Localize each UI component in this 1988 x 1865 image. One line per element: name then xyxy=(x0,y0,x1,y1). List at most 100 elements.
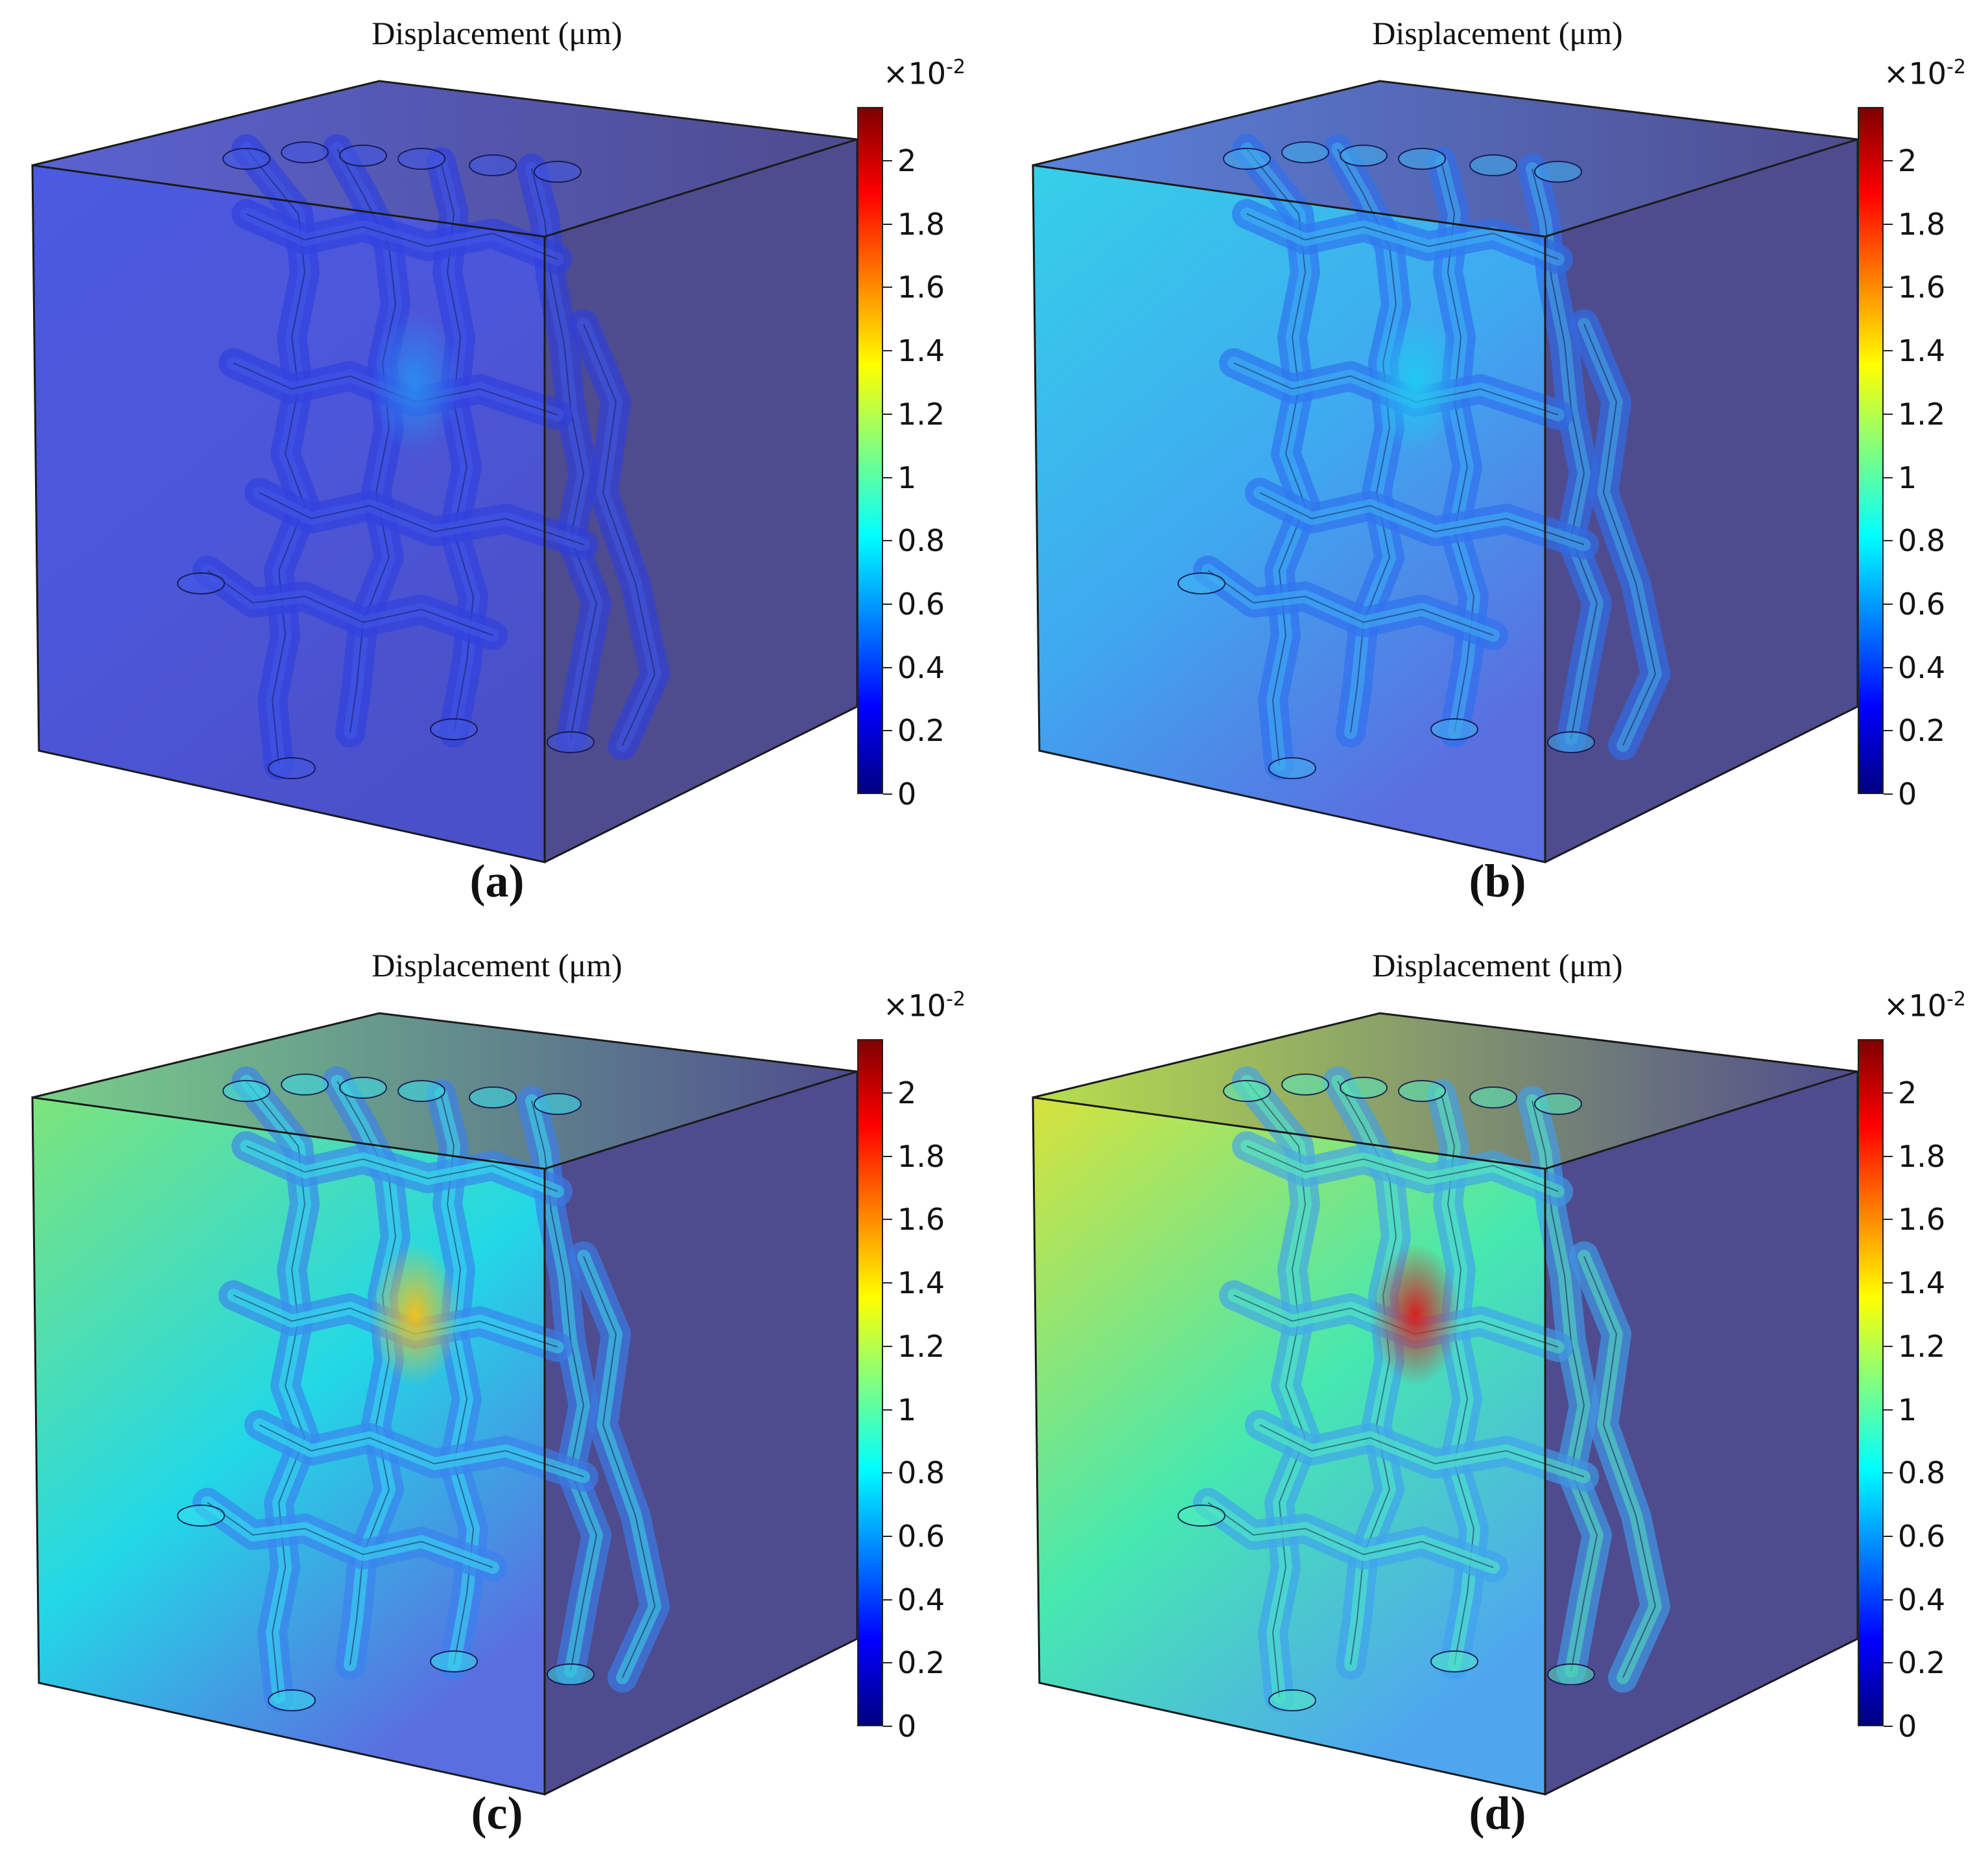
colorbar-tick-mark xyxy=(883,1155,892,1157)
panel-title: Displacement (μm) xyxy=(1372,15,1623,51)
colorbar-tick-mark xyxy=(883,793,892,795)
colorbar-tick-label: 1.8 xyxy=(897,206,945,242)
colorbar-tick-mark xyxy=(1884,1662,1893,1664)
colorbar-tick-label: 1.4 xyxy=(897,333,945,369)
colorbar-tick-mark xyxy=(1884,160,1893,162)
colorbar-tick-label: 1.8 xyxy=(1898,1138,1946,1174)
colorbar-tick-label: 2 xyxy=(897,143,917,179)
panel-label: (b) xyxy=(1469,855,1526,907)
colorbar-tick-mark xyxy=(1884,666,1893,668)
colorbar-tick-mark xyxy=(1884,476,1893,478)
colorbar-tick-mark xyxy=(1884,730,1893,732)
box-right-face xyxy=(1545,139,1858,862)
figure-panel-d: Displacement (μm) ×10-2 0 0.2 0.4 0.6 0.8 1 1.… xyxy=(1000,932,1988,1864)
colorbar-tick-mark xyxy=(1884,1726,1893,1727)
colorbar-tick-label: 2 xyxy=(1898,1075,1917,1111)
colorbar-tick-label: 1.2 xyxy=(897,396,945,432)
displacement-render xyxy=(31,80,858,863)
colorbar-tick-mark xyxy=(883,730,892,732)
colorbar-tick-label: 1.2 xyxy=(897,1328,945,1364)
colorbar-tick-mark xyxy=(883,666,892,668)
colorbar-tick-mark xyxy=(1884,1535,1893,1537)
colorbar-tick-mark xyxy=(883,1535,892,1537)
colorbar-tick-label: 1 xyxy=(897,460,917,495)
colorbar-tick-mark xyxy=(883,350,892,352)
colorbar-tick-label: 1 xyxy=(1898,1392,1917,1427)
colorbar-tick-label: 0.2 xyxy=(897,1645,945,1681)
box-right-face xyxy=(1545,1072,1858,1794)
colorbar-tick-label: 0.4 xyxy=(897,650,945,685)
colorbar-tick-label: 0.4 xyxy=(1898,1582,1946,1617)
colorbar-tick-mark xyxy=(1884,1409,1893,1411)
colorbar-tick-label: 1.2 xyxy=(1898,396,1946,432)
colorbar-tick-label: 0.6 xyxy=(1898,586,1946,622)
colorbar-tick-mark xyxy=(883,603,892,605)
box-right-face xyxy=(545,1072,857,1794)
panel-label: (a) xyxy=(469,855,525,907)
colorbar-multiplier: ×10-2 xyxy=(883,56,965,91)
colorbar-tick-mark xyxy=(883,1472,892,1474)
colorbar-tick-label: 0 xyxy=(1898,777,1917,812)
panel-title: Displacement (μm) xyxy=(372,15,622,51)
figure-panel-a: Displacement (μm) ×10-2 0 0.2 0.4 0.6 0.8 1 1.… xyxy=(0,0,994,932)
colorbar-tick-label: 1.8 xyxy=(1898,206,1946,242)
porous-lattice xyxy=(177,134,670,780)
colorbar-tick-label: 1 xyxy=(1898,460,1917,495)
displacement-render xyxy=(1032,80,1859,863)
panel-label: (c) xyxy=(471,1787,523,1839)
figure-panel-b: Displacement (μm) ×10-2 0 0.2 0.4 0.6 0.8 1 1.… xyxy=(1000,0,1988,932)
colorbar-tick-mark xyxy=(883,287,892,288)
colorbar-tick-mark xyxy=(883,1092,892,1094)
colorbar-tick-label: 0.2 xyxy=(1898,1645,1946,1681)
colorbar-tick-mark xyxy=(1884,1472,1893,1474)
colorbar-tick-label: 2 xyxy=(897,1075,917,1111)
colorbar-tick-mark xyxy=(1884,223,1893,225)
displacement-render xyxy=(31,1012,858,1796)
colorbar-tick-mark xyxy=(883,160,892,162)
colorbar-tick-mark xyxy=(883,1409,892,1411)
panel-title: Displacement (μm) xyxy=(1372,947,1623,983)
colorbar-tick-mark xyxy=(1884,1155,1893,1157)
stress-hotspot xyxy=(370,1243,460,1386)
colorbar-tick-label: 1.6 xyxy=(1898,1202,1946,1237)
figure-panel-c: Displacement (μm) ×10-2 0 0.2 0.4 0.6 0.8 1 1.… xyxy=(0,932,994,1864)
colorbar-tick-label: 0 xyxy=(1898,1709,1917,1744)
colorbar-tick-mark xyxy=(1884,1219,1893,1221)
colorbar-tick-label: 1.4 xyxy=(897,1265,945,1301)
colorbar xyxy=(1858,1039,1884,1726)
colorbar-tick-mark xyxy=(1884,1282,1893,1284)
colorbar-tick-mark xyxy=(883,1726,892,1727)
box-right-face xyxy=(545,139,857,862)
colorbar-tick-mark xyxy=(1884,540,1893,542)
colorbar-tick-mark xyxy=(883,1219,892,1221)
colorbar-tick-label: 0.4 xyxy=(897,1582,945,1617)
colorbar-tick-label: 0.6 xyxy=(897,586,945,622)
colorbar-multiplier: ×10-2 xyxy=(1884,988,1966,1024)
colorbar-tick-mark xyxy=(883,413,892,415)
colorbar-tick-label: 0.8 xyxy=(1898,523,1946,559)
colorbar-tick-mark xyxy=(1884,793,1893,795)
colorbar xyxy=(1858,107,1884,794)
colorbar-tick-mark xyxy=(883,1662,892,1664)
colorbar-tick-label: 1 xyxy=(897,1392,917,1427)
colorbar-tick-label: 0 xyxy=(897,777,917,812)
colorbar-tick-label: 0.6 xyxy=(897,1518,945,1554)
colorbar-tick-mark xyxy=(1884,1092,1893,1094)
displacement-render xyxy=(1032,1012,1859,1796)
colorbar xyxy=(857,107,883,794)
colorbar-tick-mark xyxy=(883,1599,892,1601)
panel-label: (d) xyxy=(1469,1787,1526,1839)
colorbar-tick-mark xyxy=(1884,1599,1893,1601)
colorbar-tick-mark xyxy=(1884,413,1893,415)
colorbar-tick-label: 0.2 xyxy=(1898,713,1946,749)
colorbar-tick-mark xyxy=(883,540,892,542)
colorbar-tick-label: 1.8 xyxy=(897,1138,945,1174)
stress-hotspot xyxy=(1370,1243,1461,1386)
colorbar-tick-label: 1.6 xyxy=(1898,270,1946,305)
colorbar-tick-mark xyxy=(1884,1345,1893,1347)
colorbar-tick-mark xyxy=(883,1282,892,1284)
colorbar-tick-mark xyxy=(883,1345,892,1347)
colorbar-tick-label: 2 xyxy=(1898,143,1917,179)
colorbar-tick-mark xyxy=(1884,287,1893,288)
colorbar-tick-label: 1.6 xyxy=(897,1202,945,1237)
